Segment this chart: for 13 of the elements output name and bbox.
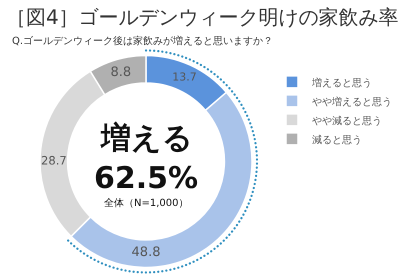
- text: 全体（N=1,000）: [104, 197, 188, 209]
- text: 増える: [100, 121, 193, 156]
- data-label: 28.7: [41, 154, 67, 168]
- data-label: 13.7: [172, 70, 197, 84]
- text: 62.5%: [94, 161, 198, 196]
- chart-title: ［図4］ゴールデンウィーク明けの家飲み率: [6, 4, 399, 31]
- data-label: 48.8: [132, 244, 160, 260]
- legend-label: やや減ると思う: [312, 112, 382, 127]
- legend-label: 減ると思う: [312, 132, 362, 146]
- data-label: 8.8: [110, 65, 132, 80]
- legend-label: やや増えると思う: [312, 94, 392, 108]
- chart-subtitle: Q.ゴールデンウィーク後は家飲みが増えると思いますか？: [12, 34, 274, 48]
- legend-label: 増えると思う: [311, 74, 372, 89]
